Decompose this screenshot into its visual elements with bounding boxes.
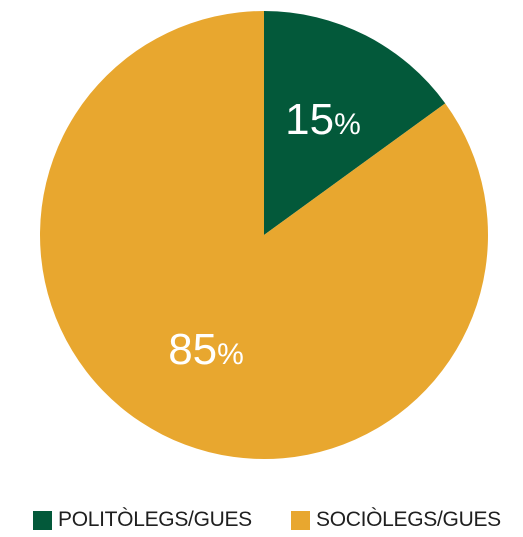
legend-item-sociolegs: SOCIÒLEGS/GUES (291, 505, 501, 535)
legend-swatch-sociolegs (291, 511, 310, 530)
legend-item-politolegs: POLITÒLEGS/GUES (33, 505, 252, 535)
pie-chart: 15%85% (0, 0, 523, 470)
legend-swatch-politolegs (33, 511, 52, 530)
legend-label-sociolegs: SOCIÒLEGS/GUES (316, 508, 501, 532)
chart-legend: POLITÒLEGS/GUES SOCIÒLEGS/GUES (0, 505, 523, 535)
legend-label-politolegs: POLITÒLEGS/GUES (58, 508, 252, 532)
